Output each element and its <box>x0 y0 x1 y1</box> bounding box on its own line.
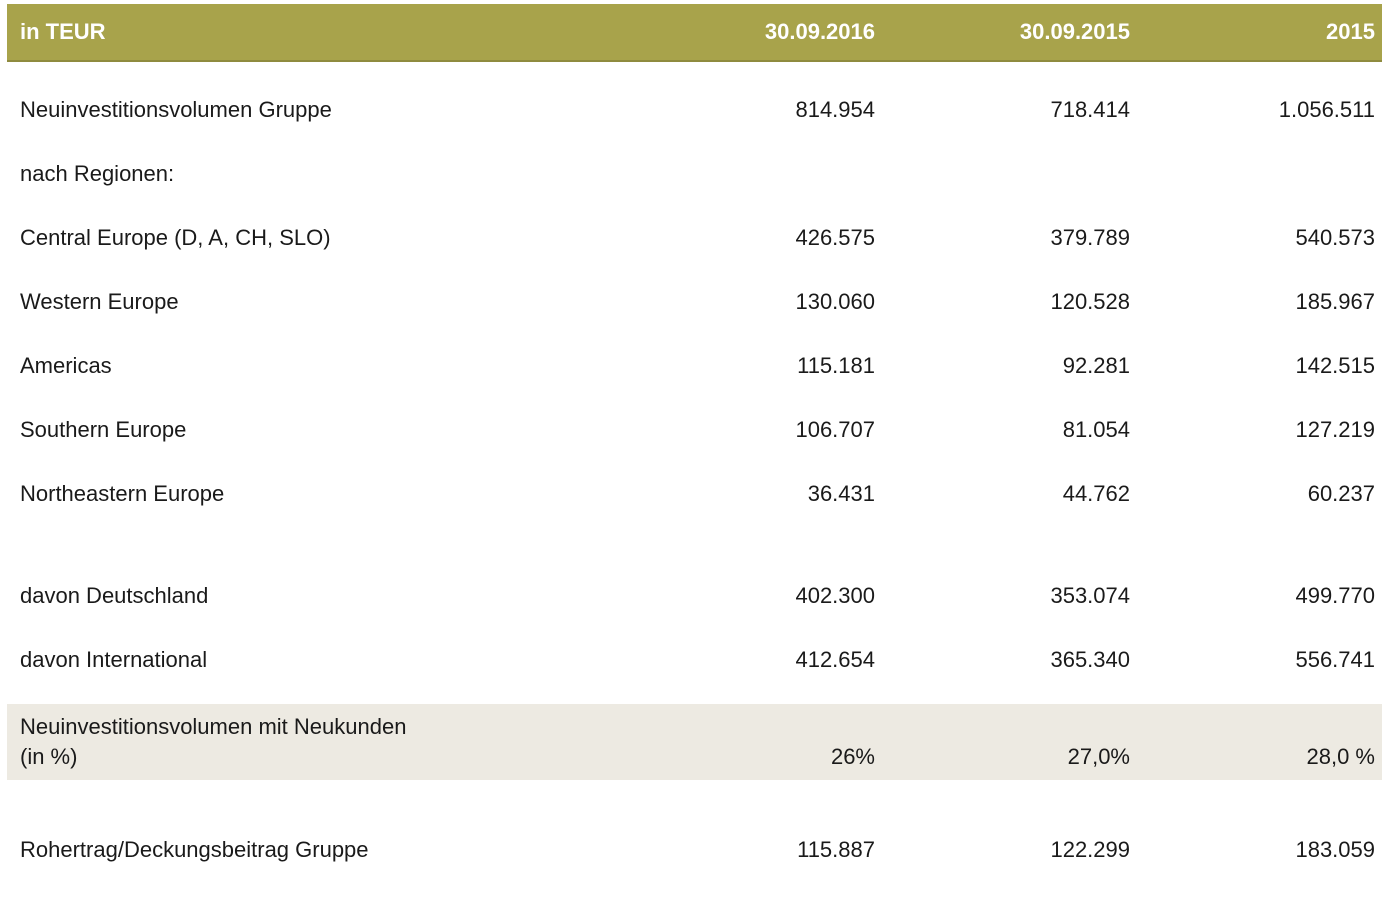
header-col-2015: 2015 <box>1326 19 1375 44</box>
row-label-line1: Central Europe (D, A, CH, SLO) <box>20 225 331 250</box>
row-label-line1: davon International <box>20 647 208 672</box>
row-value-30-09-2015: 718.414 <box>1050 97 1130 122</box>
row-label-line1: Southern Europe <box>20 417 187 442</box>
row-value-2015: 556.741 <box>1295 647 1375 672</box>
row-value-30-09-2015: 365.340 <box>1050 647 1130 672</box>
table-row: Americas 115.181 92.281 142.515 <box>7 334 1382 398</box>
table-header-row: in TEUR 30.09.2016 30.09.2015 2015 <box>7 4 1382 62</box>
row-label: davon Deutschland <box>20 583 620 609</box>
row-value-2015: 28,0 % <box>1306 744 1376 769</box>
table-row: Northeastern Europe 36.431 44.762 60.237 <box>7 462 1382 526</box>
row-value-30-09-2015: 92.281 <box>1062 353 1130 378</box>
row-value-2015: 183.059 <box>1295 837 1375 862</box>
row-value-30-09-2015: 81.054 <box>1062 417 1130 442</box>
row-value-30-09-2016: 814.954 <box>795 97 875 122</box>
spacer-row <box>7 526 1382 564</box>
header-unit-label: in TEUR <box>20 19 106 44</box>
row-label: Central Europe (D, A, CH, SLO) <box>20 225 620 251</box>
row-label-line1: Western Europe <box>20 289 179 314</box>
row-label-line1: Americas <box>20 353 112 378</box>
table-row: Central Europe (D, A, CH, SLO) 426.575 3… <box>7 206 1382 270</box>
table-row: Rohertrag/Deckungsbeitrag Gruppe 115.887… <box>7 818 1382 882</box>
row-value-2015: 185.967 <box>1295 289 1375 314</box>
row-label: Americas <box>20 353 620 379</box>
row-value-30-09-2016: 426.575 <box>795 225 875 250</box>
row-label: Neuinvestitionsvolumen mit Neukunden (in… <box>20 714 620 770</box>
row-value-30-09-2015: 353.074 <box>1050 583 1130 608</box>
row-label-line1: Neuinvestitionsvolumen Gruppe <box>20 97 332 122</box>
row-label: Rohertrag/Deckungsbeitrag Gruppe <box>20 837 620 863</box>
header-col-30-09-2016: 30.09.2016 <box>764 19 875 44</box>
row-label: Southern Europe <box>20 417 620 443</box>
row-value-2015: 499.770 <box>1295 583 1375 608</box>
row-label-line1: Rohertrag/Deckungsbeitrag Gruppe <box>20 837 369 862</box>
table-body: Neuinvestitionsvolumen Gruppe 814.954 71… <box>7 62 1382 882</box>
table-row: Southern Europe 106.707 81.054 127.219 <box>7 398 1382 462</box>
table-row: Western Europe 130.060 120.528 185.967 <box>7 270 1382 334</box>
row-value-30-09-2015: 27,0% <box>1067 744 1130 769</box>
table-row: davon International 412.654 365.340 556.… <box>7 628 1382 692</box>
row-label: nach Regionen: <box>20 161 620 187</box>
row-label-line1: nach Regionen: <box>20 161 175 186</box>
row-value-30-09-2016: 130.060 <box>795 289 875 314</box>
row-value-30-09-2015: 120.528 <box>1050 289 1130 314</box>
row-label: Northeastern Europe <box>20 481 620 507</box>
row-value-30-09-2016: 106.707 <box>795 417 875 442</box>
row-value-2015: 142.515 <box>1295 353 1375 378</box>
row-label: Western Europe <box>20 289 620 315</box>
row-value-2015: 127.219 <box>1295 417 1375 442</box>
row-value-2015: 1.056.511 <box>1278 97 1375 122</box>
row-value-30-09-2016: 402.300 <box>795 583 875 608</box>
spacer-row <box>7 780 1382 818</box>
row-label-line2: (in %) <box>20 744 78 769</box>
row-value-30-09-2016: 115.181 <box>797 353 875 378</box>
row-label-line1: davon Deutschland <box>20 583 209 608</box>
row-value-30-09-2015: 122.299 <box>1050 837 1130 862</box>
row-value-30-09-2016: 36.431 <box>807 481 875 506</box>
table-row: davon Deutschland 402.300 353.074 499.77… <box>7 564 1382 628</box>
row-label-line1: Neuinvestitionsvolumen mit Neukunden <box>20 714 407 739</box>
row-label: Neuinvestitionsvolumen Gruppe <box>20 97 620 123</box>
table-row: Neuinvestitionsvolumen Gruppe 814.954 71… <box>7 78 1382 142</box>
financial-table: in TEUR 30.09.2016 30.09.2015 2015 Neuin… <box>7 4 1382 882</box>
row-label: davon International <box>20 647 620 673</box>
table-row: Neuinvestitionsvolumen mit Neukunden (in… <box>7 704 1382 780</box>
row-value-30-09-2016: 115.887 <box>797 837 875 862</box>
row-value-30-09-2016: 26% <box>830 744 875 769</box>
row-value-2015: 60.237 <box>1307 481 1375 506</box>
row-value-2015: 540.573 <box>1295 225 1375 250</box>
header-col-30-09-2015: 30.09.2015 <box>1019 19 1130 44</box>
table-row: nach Regionen: <box>7 142 1382 206</box>
row-value-30-09-2015: 44.762 <box>1062 481 1130 506</box>
row-value-30-09-2016: 412.654 <box>795 647 875 672</box>
row-label-line1: Northeastern Europe <box>20 481 225 506</box>
row-value-30-09-2015: 379.789 <box>1050 225 1130 250</box>
